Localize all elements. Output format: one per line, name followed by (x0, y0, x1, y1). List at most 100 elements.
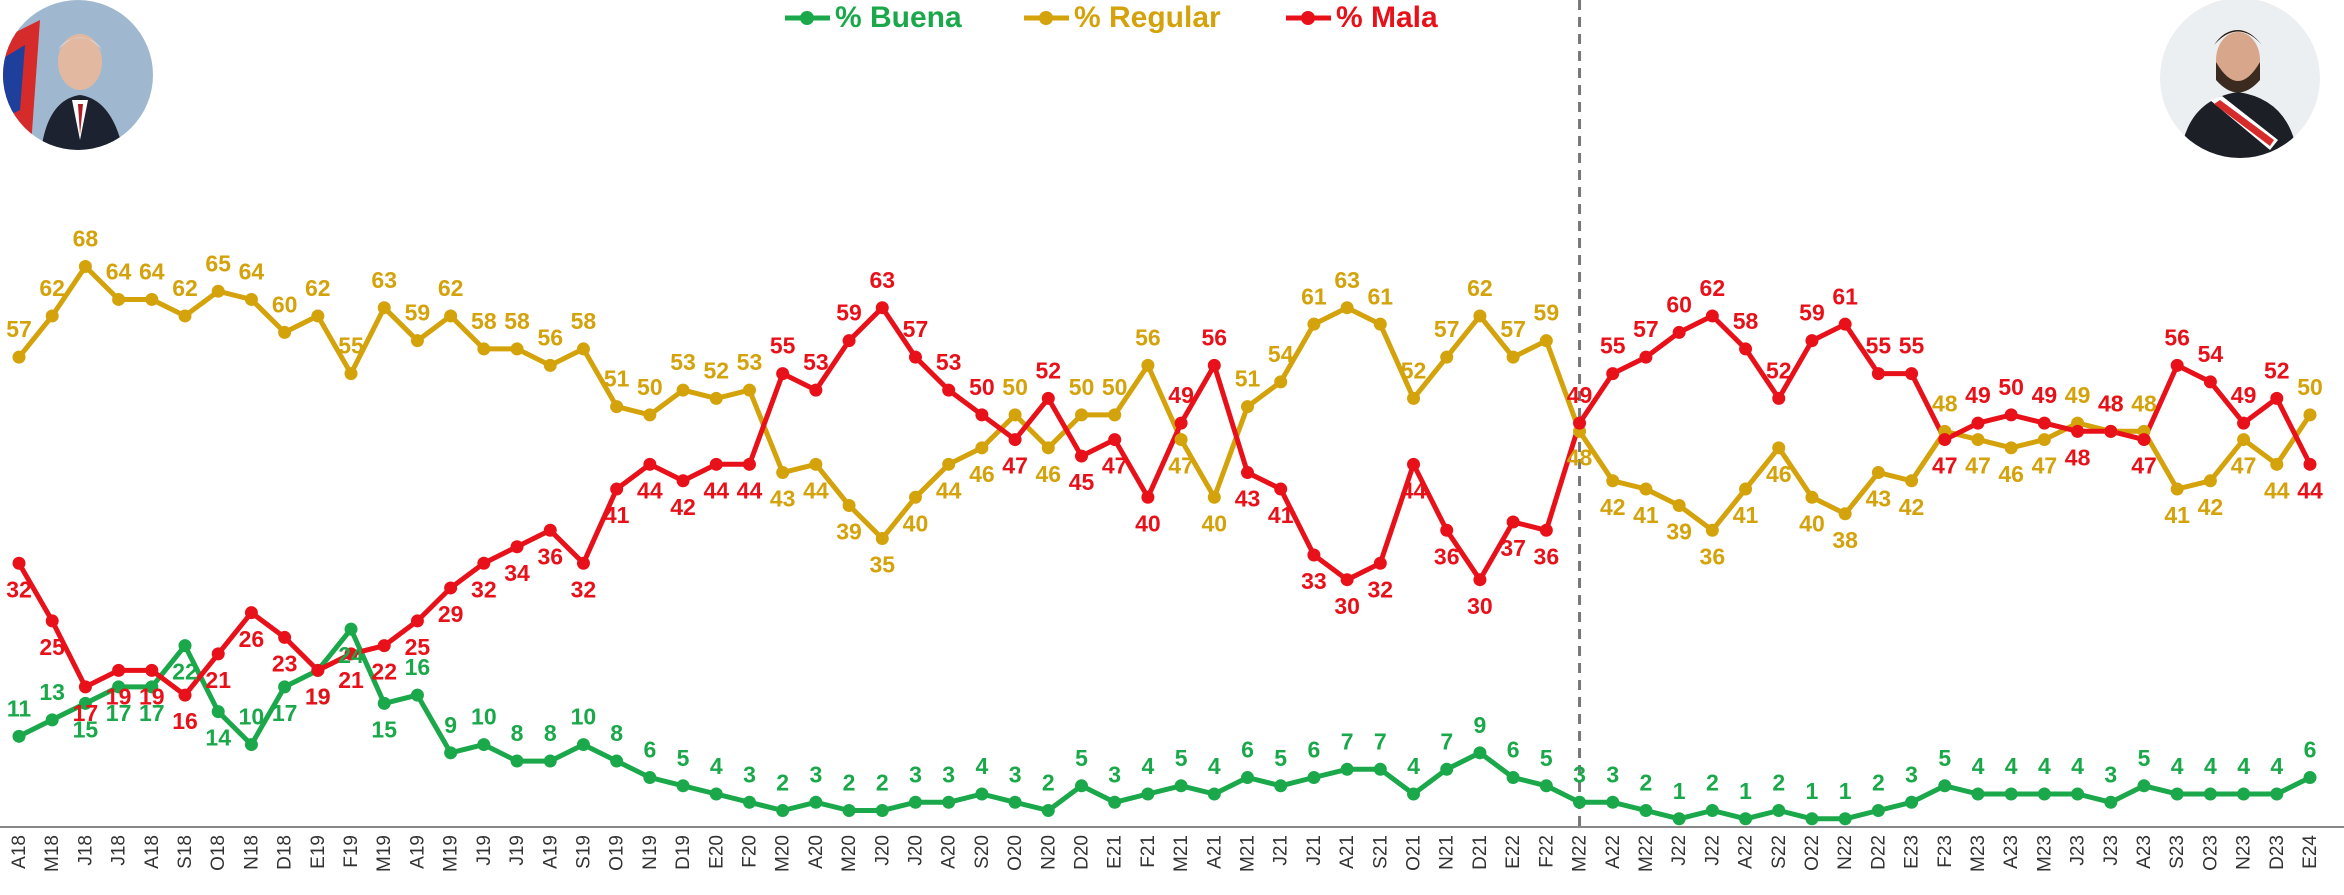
value-label: 47 (1002, 453, 1028, 479)
value-label: 2 (1640, 770, 1653, 796)
point (975, 787, 989, 801)
value-label: 32 (6, 576, 32, 602)
point (709, 457, 723, 471)
point (2270, 787, 2284, 801)
point (178, 309, 192, 323)
value-label: 56 (537, 324, 563, 350)
point (510, 754, 524, 768)
x-tick-label: S21 (1370, 835, 1391, 869)
point (45, 713, 59, 727)
value-label: 59 (405, 300, 431, 326)
value-label: 19 (139, 683, 165, 709)
x-tick-label: E23 (1902, 835, 1923, 869)
value-label: 41 (1733, 502, 1759, 528)
point (1971, 787, 1985, 801)
point (12, 556, 26, 570)
point (477, 342, 491, 356)
point (1506, 350, 1520, 364)
x-tick-label: O23 (2200, 835, 2221, 871)
point (643, 408, 657, 422)
point (942, 457, 956, 471)
value-label: 5 (1175, 745, 1188, 771)
value-label: 55 (770, 333, 796, 359)
value-label: 53 (803, 349, 829, 375)
value-label: 48 (2065, 444, 2091, 470)
value-label: 62 (1700, 275, 1726, 301)
point (12, 350, 26, 364)
value-label: 3 (1009, 761, 1022, 787)
value-label: 68 (73, 226, 99, 252)
point (311, 663, 325, 677)
value-label: 53 (670, 349, 696, 375)
value-label: 56 (1202, 324, 1228, 350)
point (1473, 746, 1487, 760)
value-label: 39 (1666, 519, 1692, 545)
value-label: 19 (106, 683, 132, 709)
value-label: 6 (1241, 737, 1254, 763)
value-label: 4 (2005, 753, 2018, 779)
x-tick-label: E24 (2300, 835, 2321, 869)
value-label: 30 (1467, 593, 1493, 619)
point (1871, 367, 1885, 381)
point (2104, 424, 2118, 438)
point (377, 301, 391, 315)
value-label: 7 (1440, 728, 1453, 754)
x-tick-label: M22 (1570, 835, 1591, 872)
point (1871, 466, 1885, 480)
x-tick-label: S22 (1769, 835, 1790, 869)
value-label: 30 (1334, 593, 1360, 619)
x-tick-label: F23 (1935, 835, 1956, 868)
value-label: 32 (471, 576, 497, 602)
value-label: 61 (1368, 283, 1394, 309)
point (2170, 482, 2184, 496)
legend-marker (1301, 11, 1315, 25)
x-tick-label: J22 (1669, 835, 1690, 866)
point (610, 482, 624, 496)
x-tick-label: N22 (1835, 835, 1856, 870)
point (1274, 482, 1288, 496)
value-label: 42 (1899, 494, 1925, 520)
legend-marker (800, 11, 814, 25)
value-label: 40 (1799, 510, 1825, 536)
point (112, 680, 126, 694)
point (12, 729, 26, 743)
point (1971, 433, 1985, 447)
point (1008, 433, 1022, 447)
value-label: 15 (371, 716, 397, 742)
point (1905, 367, 1919, 381)
point (1174, 416, 1188, 430)
value-label: 2 (776, 770, 789, 796)
point (2004, 408, 2018, 422)
point (2303, 771, 2317, 785)
legend-label: % Buena (835, 1, 962, 34)
point (1539, 523, 1553, 537)
point (742, 795, 756, 809)
series-line (17, 264, 2313, 541)
value-label: 44 (936, 477, 962, 503)
x-tick-label: A21 (1337, 835, 1358, 869)
point (2237, 787, 2251, 801)
x-tick-label: A22 (1603, 835, 1624, 869)
value-label: 41 (2164, 502, 2190, 528)
value-label: 44 (803, 477, 829, 503)
x-tick-label: S18 (175, 835, 196, 869)
point (410, 334, 424, 348)
value-label: 3 (1573, 761, 1586, 787)
value-label: 5 (1274, 745, 1287, 771)
value-label: 41 (1268, 502, 1294, 528)
value-label: 56 (2164, 324, 2190, 350)
value-label: 52 (2264, 357, 2290, 383)
value-label: 39 (836, 519, 862, 545)
point (1772, 804, 1786, 818)
value-label: 10 (239, 704, 265, 730)
value-label: 23 (272, 650, 298, 676)
point (1108, 408, 1122, 422)
point (942, 383, 956, 397)
point (1938, 433, 1952, 447)
x-tick-label: S19 (573, 835, 594, 869)
value-label: 43 (770, 486, 796, 512)
value-label: 3 (942, 761, 955, 787)
x-tick-label: A23 (2134, 835, 2155, 869)
point (2170, 787, 2184, 801)
point (2270, 391, 2284, 405)
